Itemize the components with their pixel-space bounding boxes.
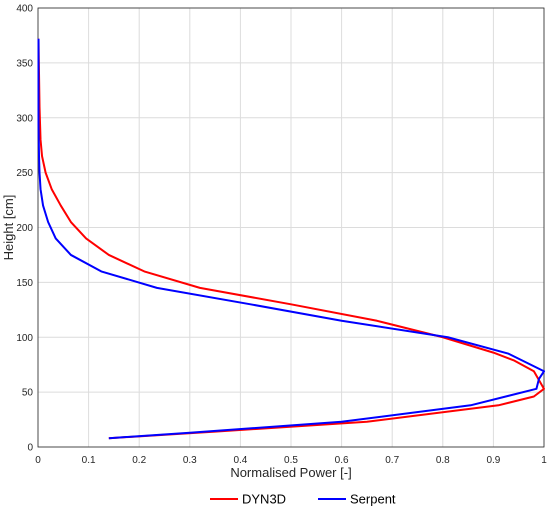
y-tick-label: 0 — [27, 443, 33, 454]
y-tick-label: 300 — [16, 113, 33, 124]
x-axis-ticks: 0 0.1 0.2 0.3 0.4 0.5 0.6 0.7 0.8 0.9 1 — [35, 455, 547, 466]
x-tick-label: 0.2 — [132, 455, 146, 466]
y-tick-label: 100 — [16, 333, 33, 344]
x-tick-label: 0.6 — [335, 455, 349, 466]
x-tick-label: 0.4 — [233, 455, 247, 466]
x-tick-label: 1 — [541, 455, 547, 466]
y-tick-label: 200 — [16, 223, 33, 234]
x-tick-label: 0.5 — [284, 455, 298, 466]
y-axis-ticks: 0 50 100 150 200 250 300 350 400 — [16, 4, 33, 454]
y-tick-label: 250 — [16, 168, 33, 179]
y-tick-label: 50 — [22, 388, 34, 399]
x-tick-label: 0.8 — [436, 455, 450, 466]
y-tick-label: 400 — [16, 4, 33, 15]
series-line-dyn3d — [37, 38, 545, 440]
x-tick-label: 0.3 — [183, 455, 197, 466]
y-tick-label: 150 — [16, 278, 33, 289]
legend-label-dyn3d: DYN3D — [242, 492, 286, 507]
series-group — [37, 38, 545, 440]
y-axis-title: Height [cm] — [1, 195, 16, 261]
legend: DYN3D Serpent — [210, 492, 396, 507]
x-tick-label: 0.1 — [82, 455, 96, 466]
plot-area-frame — [37, 7, 545, 448]
y-tick-label: 350 — [16, 58, 33, 69]
x-axis-title: Normalised Power [-] — [230, 465, 351, 480]
series-line-serpent — [37, 38, 545, 440]
x-tick-label: 0.9 — [486, 455, 500, 466]
x-tick-label: 0 — [35, 455, 41, 466]
grid-lines — [37, 7, 545, 448]
legend-label-serpent: Serpent — [350, 492, 396, 507]
x-tick-label: 0.7 — [385, 455, 399, 466]
